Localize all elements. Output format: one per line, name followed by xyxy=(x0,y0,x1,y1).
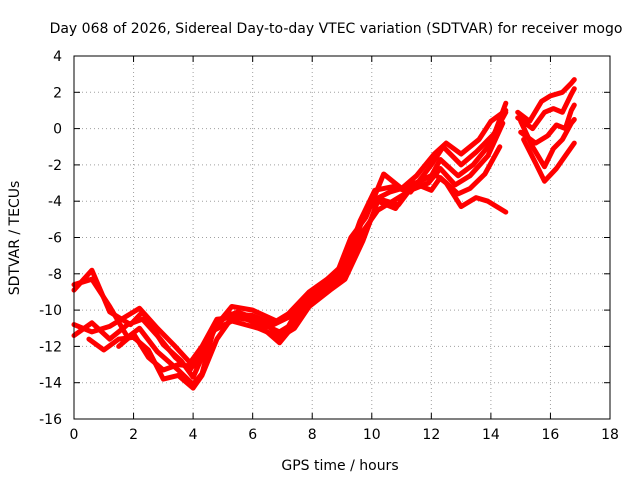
x-tick-label: 4 xyxy=(189,427,198,443)
series-track-9 xyxy=(518,102,577,146)
series-layer xyxy=(71,77,577,391)
y-tick-label: 4 xyxy=(53,49,62,65)
ticks: 0 2 4 6 8 10 12 14 16 18 -16 -14 -12 -10 -8 -6 -4 -2 0 2 4 xyxy=(39,49,619,443)
series-track-7 xyxy=(515,77,577,124)
y-tick-label: 0 xyxy=(53,122,62,138)
x-tick-label: 8 xyxy=(308,427,317,443)
series-track-6 xyxy=(116,107,509,373)
y-tick-label: -8 xyxy=(48,267,62,283)
series-track-11 xyxy=(521,137,577,184)
y-tick-label: -16 xyxy=(39,412,62,428)
series-track-4 xyxy=(71,144,503,373)
x-tick-label: 12 xyxy=(422,427,440,443)
y-axis-label: SDTVAR / TECUs xyxy=(7,181,23,296)
x-tick-label: 16 xyxy=(542,427,560,443)
x-tick-label: 18 xyxy=(601,427,619,443)
y-tick-label: -10 xyxy=(39,303,62,319)
chart-title: Day 068 of 2026, Sidereal Day-to-day VTE… xyxy=(50,21,623,37)
x-tick-label: 0 xyxy=(70,427,79,443)
y-tick-label: -14 xyxy=(39,376,62,392)
x-tick-label: 14 xyxy=(482,427,500,443)
y-tick-label: -12 xyxy=(39,339,62,355)
x-tick-label: 10 xyxy=(363,427,381,443)
x-axis-label: GPS time / hours xyxy=(281,458,398,474)
series-track-1 xyxy=(71,100,509,387)
y-tick-label: -6 xyxy=(48,231,62,247)
x-tick-label: 6 xyxy=(248,427,257,443)
y-tick-label: -2 xyxy=(48,158,62,174)
series-track-8 xyxy=(515,86,577,132)
y-tick-label: 2 xyxy=(53,85,62,101)
x-tick-label: 2 xyxy=(129,427,138,443)
series-track-10 xyxy=(518,117,577,170)
y-tick-label: -4 xyxy=(48,194,62,210)
series-track-5 xyxy=(86,171,509,391)
